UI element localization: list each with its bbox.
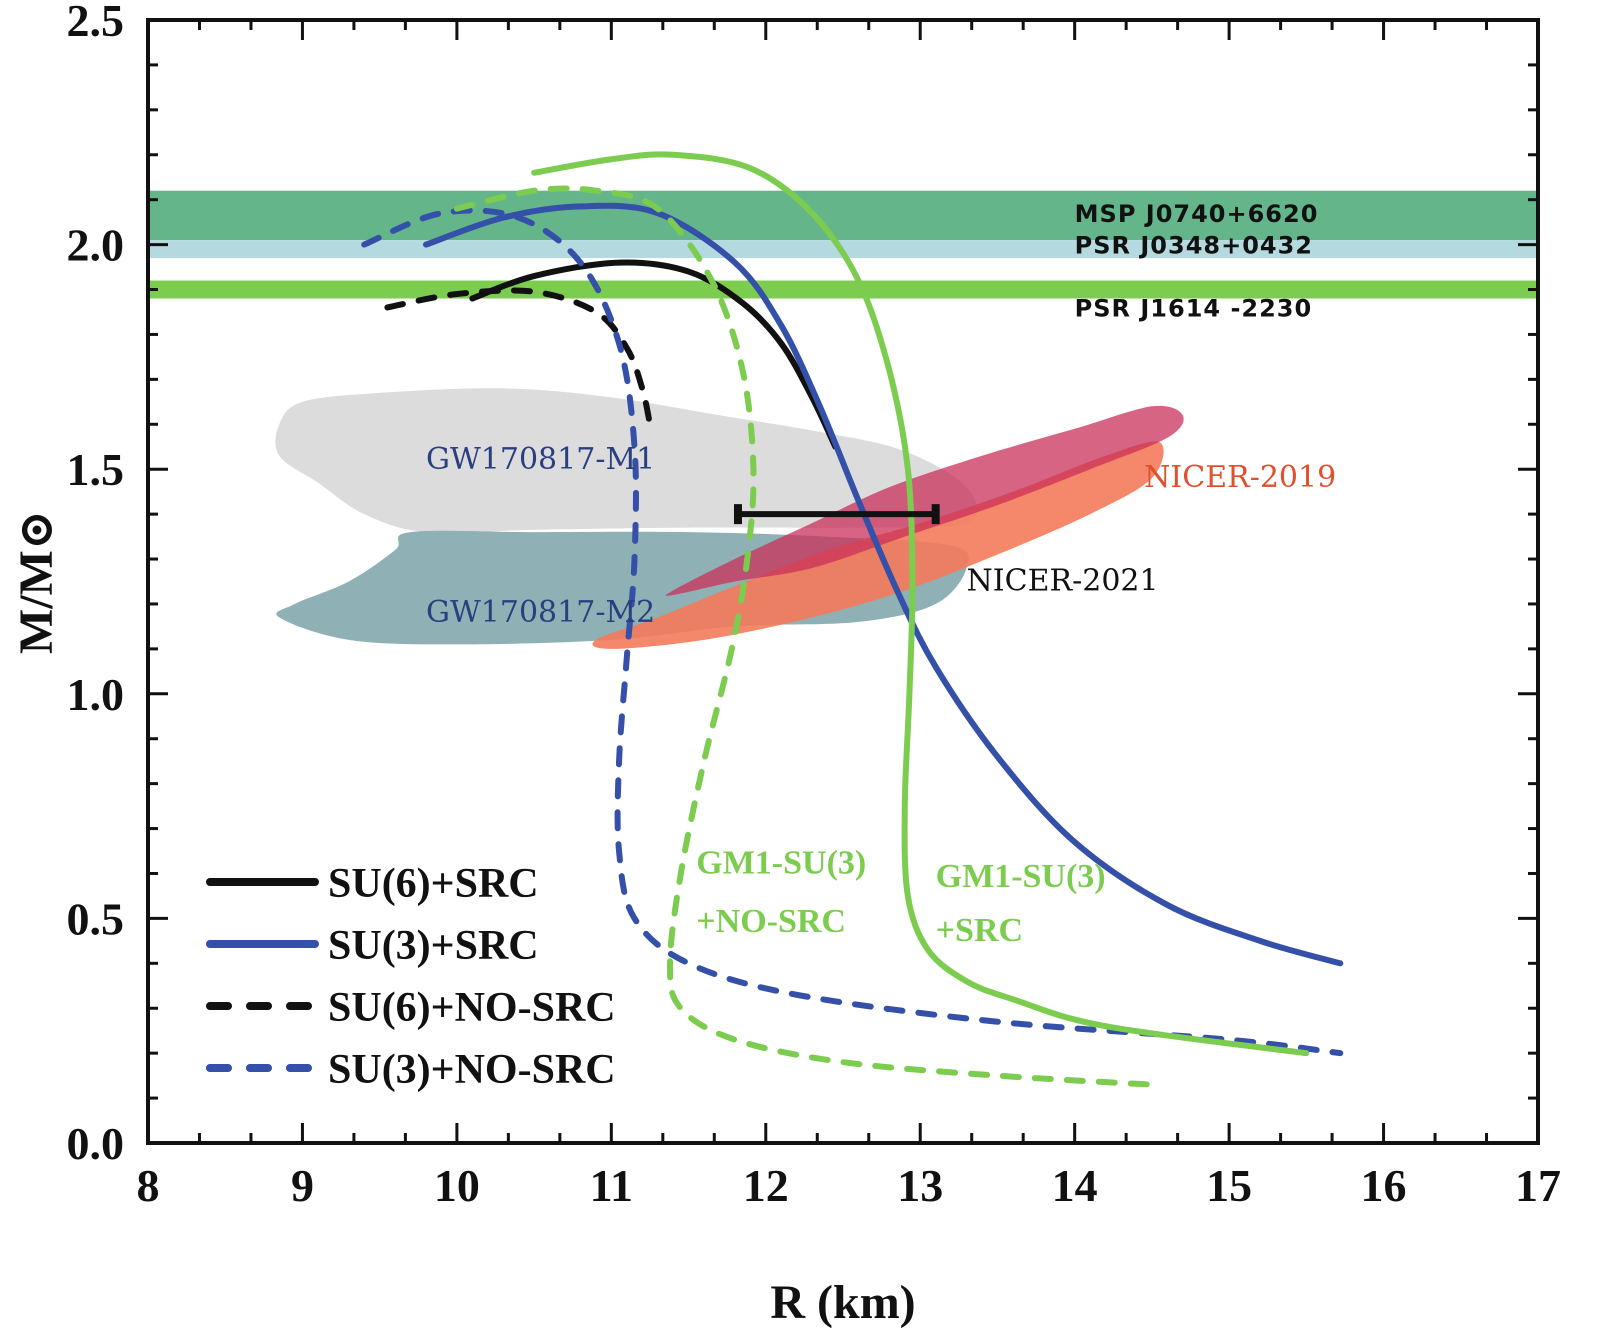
x-tick-label: 16	[1361, 1160, 1407, 1211]
region-label-gw170817-m2: GW170817-M2	[426, 595, 655, 630]
region-gw170817-m1	[275, 388, 978, 533]
observation-regions	[275, 388, 1184, 649]
y-axis-title: M/M⊙	[10, 510, 63, 654]
region-label-nicer-2021: NICER-2021	[967, 563, 1159, 598]
y-tick-label: 2.5	[67, 0, 125, 46]
y-tick-label: 0.0	[67, 1118, 125, 1169]
legend-label-su-6-no-src: SU(6)+NO-SRC	[328, 985, 616, 1031]
x-tick-label: 10	[434, 1160, 480, 1211]
error-bar	[733, 504, 940, 525]
y-tick-label: 0.5	[67, 893, 125, 944]
region-label-gw170817-m1: GW170817-M1	[426, 442, 655, 477]
plot-frame	[146, 18, 1540, 1145]
y-tick-label: 2.0	[67, 220, 125, 271]
x-tick-label: 8	[137, 1160, 160, 1211]
band-psr-j1614-2230	[148, 280, 1538, 299]
band-msp-j0740-6620	[148, 190, 1538, 241]
x-axis-title: R (km)	[770, 1276, 915, 1329]
axes: 8 9 10 11 12 13 14 15 16 17 0.0 0.5 1.0 1.5 2.0 2.5	[67, 0, 1562, 1211]
region-nicer-2021	[665, 405, 1184, 596]
curve-su-6-no-src	[384, 287, 653, 428]
band-label: PSR J0348+0432	[1075, 232, 1313, 260]
region-label-nicer-2019: NICER-2019	[1144, 460, 1336, 495]
curve-gm1-su-3-src	[531, 151, 1310, 1057]
eos-curves	[361, 151, 1344, 1088]
x-tick-label: 17	[1515, 1160, 1561, 1211]
curve-annotation: GM1-SU(3)	[936, 858, 1106, 895]
band-label: PSR J1614 -2230	[1075, 294, 1313, 322]
curve-annotation: +NO-SRC	[696, 903, 846, 940]
y-tick-label: 1.0	[67, 669, 125, 720]
x-tick-label: 15	[1206, 1160, 1252, 1211]
curve-annotation: GM1-SU(3)	[696, 844, 866, 881]
curve-gm1-su-3-no-src	[453, 185, 1155, 1088]
legend-label-su-3-no-src: SU(3)+NO-SRC	[328, 1047, 616, 1093]
x-tick-label: 9	[291, 1160, 314, 1211]
legend-label-su-6-src: SU(6)+SRC	[328, 861, 539, 907]
annotation-labels: MSP J0740+6620 PSR J0348+0432 PSR J1614 -2…	[426, 200, 1336, 949]
curve-su-6-src	[469, 259, 839, 450]
y-tick-label: 1.5	[67, 444, 125, 495]
legend-label-su-3-src: SU(3)+SRC	[328, 923, 539, 969]
x-tick-label: 13	[897, 1160, 943, 1211]
x-tick-label: 12	[743, 1160, 789, 1211]
x-tick-label: 11	[590, 1160, 633, 1211]
curve-su-3-no-src	[361, 207, 1344, 1057]
curve-annotation: +SRC	[936, 912, 1023, 949]
band-label: MSP J0740+6620	[1075, 200, 1319, 228]
constraint-bands	[148, 190, 1538, 299]
legend: SU(6)+SRC SU(3)+SRC SU(6)+NO-SRC SU(3)+NO-S…	[206, 861, 616, 1093]
x-tick-label: 14	[1052, 1160, 1098, 1211]
